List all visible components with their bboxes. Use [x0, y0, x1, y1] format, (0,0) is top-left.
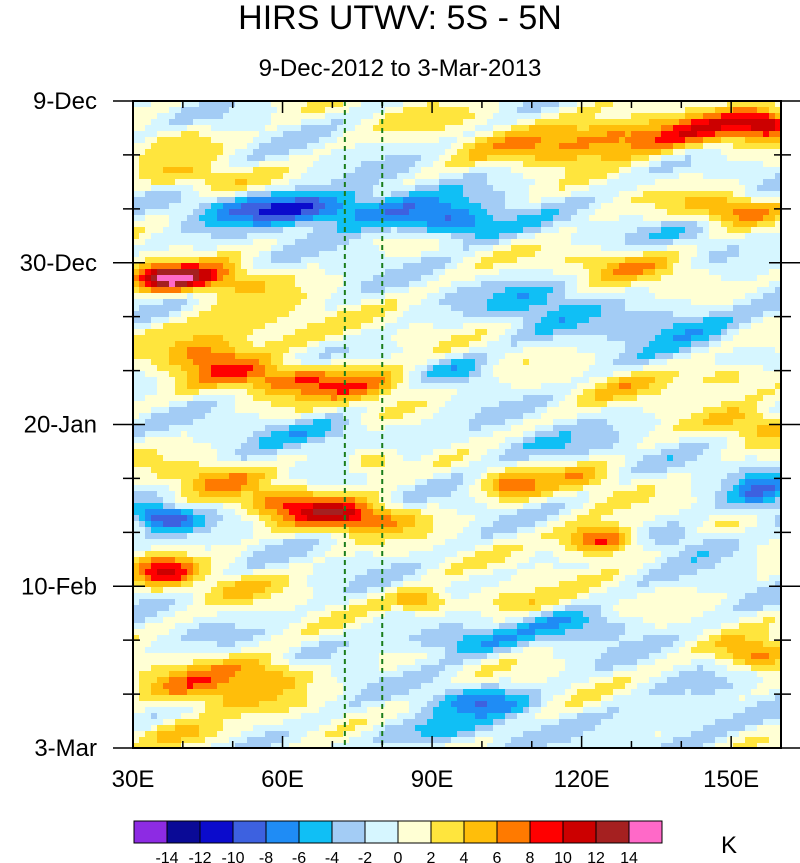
- colorbar-swatch: [265, 820, 300, 844]
- colorbar-swatch: [562, 820, 597, 844]
- colorbar-label: 8: [526, 850, 535, 863]
- colorbar-swatch: [397, 820, 432, 844]
- colorbar-unit: K: [721, 832, 737, 859]
- x-tick-label: 120E: [554, 766, 610, 793]
- colorbar-label: -14: [155, 850, 178, 863]
- colorbar-swatch: [232, 820, 267, 844]
- y-tick-label: 20-Jan: [24, 412, 97, 439]
- colorbar-swatch: [298, 820, 333, 844]
- y-tick-labels: 9-Dec 30-Dec 20-Jan 10-Feb 3-Mar: [20, 88, 97, 762]
- colorbar-label: 10: [554, 850, 572, 863]
- colorbar-label: 2: [427, 850, 436, 863]
- colorbar-label: 14: [620, 850, 638, 863]
- y-tick-label: 30-Dec: [20, 250, 97, 277]
- colorbar-swatch: [364, 820, 399, 844]
- colorbar-label: 6: [493, 850, 502, 863]
- heatmap-field: [133, 101, 781, 748]
- colorbar-label: -4: [325, 850, 339, 863]
- y-tick-label: 3-Mar: [34, 735, 97, 762]
- colorbar-swatch: [166, 820, 201, 844]
- colorbar-swatch: [496, 820, 531, 844]
- colorbar: -14 -12 -10 -8 -6 -4 -2 0 2 4 6 8 10 12 14 K: [133, 820, 737, 863]
- colorbar-label: 12: [587, 850, 605, 863]
- colorbar-label: -2: [358, 850, 372, 863]
- colorbar-swatch: [529, 820, 564, 844]
- y-tick-label: 9-Dec: [33, 88, 97, 115]
- colorbar-label: -6: [292, 850, 306, 863]
- colorbar-swatch: [430, 820, 465, 844]
- colorbar-swatch: [463, 820, 498, 844]
- chart-title: HIRS UTWV: 5S - 5N: [238, 0, 562, 37]
- colorbar-swatch: [595, 820, 630, 844]
- y-tick-label: 10-Feb: [21, 573, 97, 600]
- colorbar-swatch: [331, 820, 366, 844]
- x-tick-labels: 30E 60E 90E 120E 150E: [112, 766, 760, 793]
- x-tick-label: 60E: [261, 766, 304, 793]
- x-tick-label: 30E: [112, 766, 155, 793]
- x-tick-label: 150E: [703, 766, 759, 793]
- axis-ticks: [113, 100, 800, 749]
- colorbar-label: 4: [460, 850, 469, 863]
- colorbar-swatch: [199, 820, 234, 844]
- colorbar-label: 0: [394, 850, 403, 863]
- colorbar-label: -12: [188, 850, 211, 863]
- chart-subtitle: 9-Dec-2012 to 3-Mar-2013: [258, 55, 542, 82]
- colorbar-label: -10: [221, 850, 244, 863]
- colorbar-swatch: [133, 820, 168, 844]
- colorbar-swatch: [628, 820, 663, 844]
- x-tick-label: 90E: [411, 766, 454, 793]
- colorbar-label: -8: [259, 850, 273, 863]
